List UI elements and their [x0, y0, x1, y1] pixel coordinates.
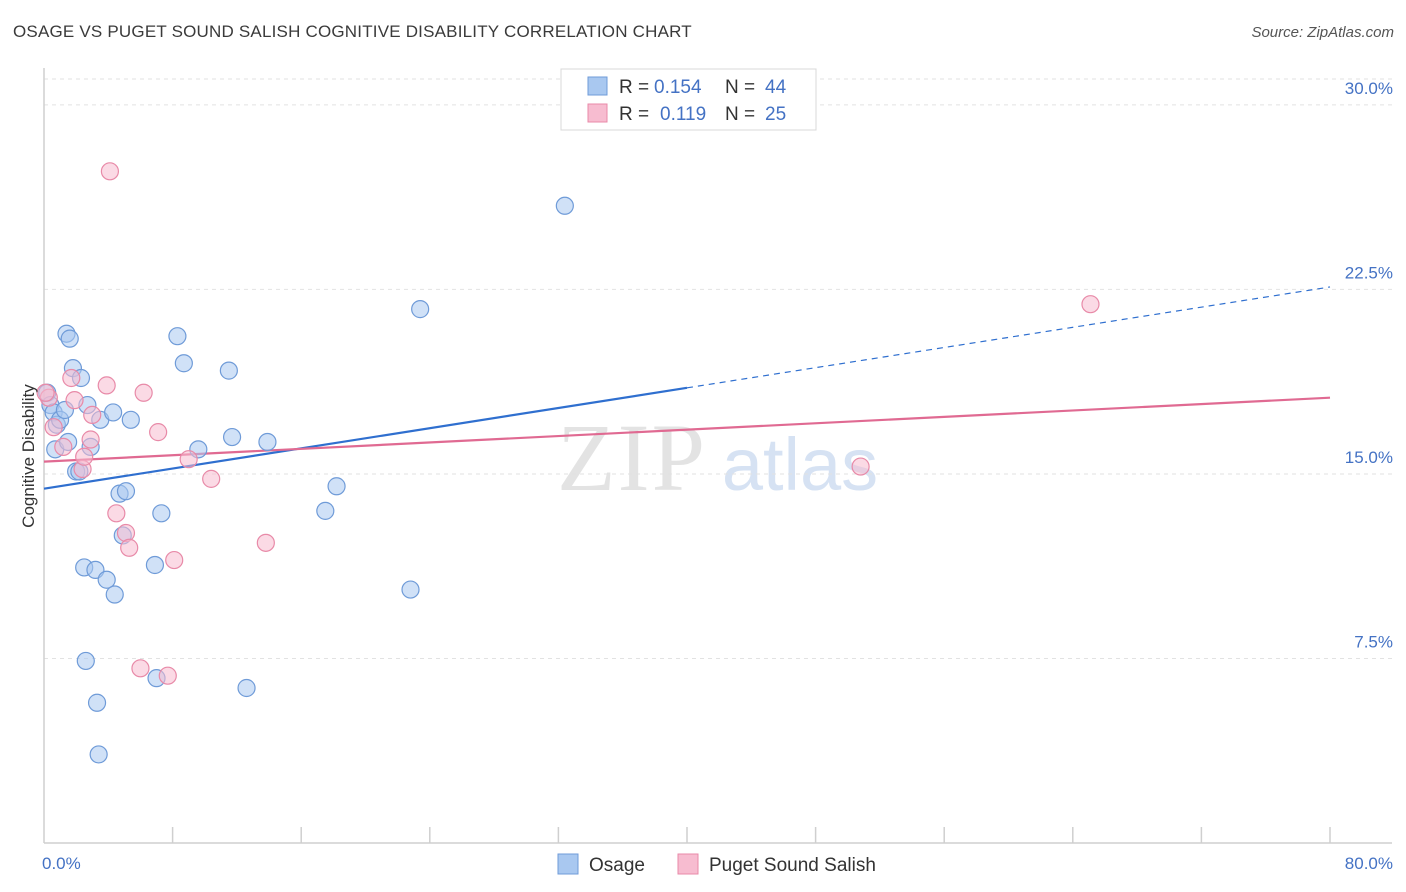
watermark: ZIP atlas — [557, 404, 878, 511]
point-osage — [87, 693, 107, 712]
point-puget-sound-salish — [256, 533, 275, 552]
gridlines — [44, 78, 1392, 659]
point-osage — [316, 501, 335, 520]
y-tick-label: 15.0% — [1345, 448, 1393, 467]
point-puget-sound-salish — [158, 666, 177, 685]
point-puget-sound-salish — [120, 538, 139, 557]
legend-r-value-2: 0.119 — [660, 104, 706, 125]
point-puget-sound-salish — [44, 418, 63, 437]
point-osage — [411, 300, 430, 319]
y-tick-label: 7.5% — [1354, 632, 1393, 651]
point-puget-sound-salish — [134, 383, 153, 402]
y-axis-label: Cognitive Disability — [19, 384, 38, 528]
legend-r-label-1: R = — [619, 77, 649, 98]
bottom-legend-swatch-osage — [557, 853, 579, 875]
point-puget-sound-salish — [62, 368, 81, 388]
point-puget-sound-salish — [54, 437, 73, 456]
chart-title: OSAGE VS PUGET SOUND SALISH COGNITIVE DI… — [13, 22, 692, 41]
legend-n-label-1: N = — [725, 77, 755, 98]
legend-r-value-1: 0.154 — [654, 77, 702, 98]
legend-n-label-2: N = — [725, 104, 755, 125]
point-osage — [168, 327, 187, 346]
point-puget-sound-salish — [107, 504, 126, 523]
point-osage — [219, 361, 238, 380]
point-puget-sound-salish — [81, 430, 100, 449]
point-puget-sound-salish — [97, 376, 116, 395]
point-osage — [97, 570, 116, 589]
legend-swatch-osage — [587, 76, 608, 96]
point-osage — [121, 410, 140, 429]
bottom-legend-label-puget: Puget Sound Salish — [709, 855, 876, 876]
point-puget-sound-salish — [65, 391, 84, 410]
point-osage — [89, 745, 108, 764]
legend-n-value-2: 25 — [765, 104, 786, 125]
bottom-legend-swatch-puget — [677, 853, 699, 875]
point-puget-sound-salish — [165, 550, 184, 570]
point-osage — [105, 585, 124, 604]
point-puget-sound-salish — [36, 383, 55, 402]
point-puget-sound-salish — [202, 469, 221, 488]
point-puget-sound-salish — [851, 457, 870, 476]
point-osage — [152, 504, 171, 523]
y-tick-label: 30.0% — [1345, 79, 1393, 98]
point-osage — [327, 477, 346, 496]
point-osage — [60, 329, 79, 348]
point-puget-sound-salish — [116, 523, 136, 543]
source-credit: Source: ZipAtlas.com — [1251, 24, 1394, 41]
point-osage — [258, 432, 277, 452]
point-osage — [555, 196, 574, 215]
bottom-legend-label-osage: Osage — [589, 855, 645, 876]
legend-r-label-2: R = — [619, 104, 649, 125]
point-osage — [174, 354, 193, 373]
trend-line-0 — [43, 386, 688, 490]
point-puget-sound-salish — [83, 405, 102, 425]
axes: 7.5% 15.0% 22.5% 30.0% 0.0% 80.0% — [42, 68, 1393, 873]
point-osage — [237, 678, 256, 698]
legend-swatch-puget — [587, 103, 608, 123]
point-osage — [145, 555, 165, 575]
point-puget-sound-salish — [131, 659, 150, 678]
legend-top: R = 0.154 N = 44 R = 0.119 N = 25 — [560, 68, 817, 131]
trend-line-1 — [43, 396, 1331, 463]
x-tick-label-min: 0.0% — [42, 854, 81, 873]
point-osage — [401, 580, 420, 599]
point-puget-sound-salish — [100, 162, 120, 181]
point-osage — [76, 651, 95, 671]
point-puget-sound-salish — [75, 447, 94, 466]
watermark-zip: ZIP — [557, 404, 707, 511]
legend-n-value-1: 44 — [765, 77, 787, 98]
point-osage — [222, 427, 242, 447]
data-points — [36, 162, 1100, 764]
trend-lines — [43, 286, 1331, 490]
point-osage — [104, 403, 123, 422]
y-tick-label: 22.5% — [1345, 263, 1393, 282]
point-puget-sound-salish — [179, 450, 198, 469]
point-osage — [116, 482, 136, 501]
point-puget-sound-salish — [1081, 295, 1100, 314]
x-tick-label-max: 80.0% — [1345, 854, 1393, 873]
trend-line-extension-0 — [686, 286, 1331, 389]
legend-bottom: Osage Puget Sound Salish — [557, 853, 876, 876]
point-puget-sound-salish — [149, 423, 168, 442]
